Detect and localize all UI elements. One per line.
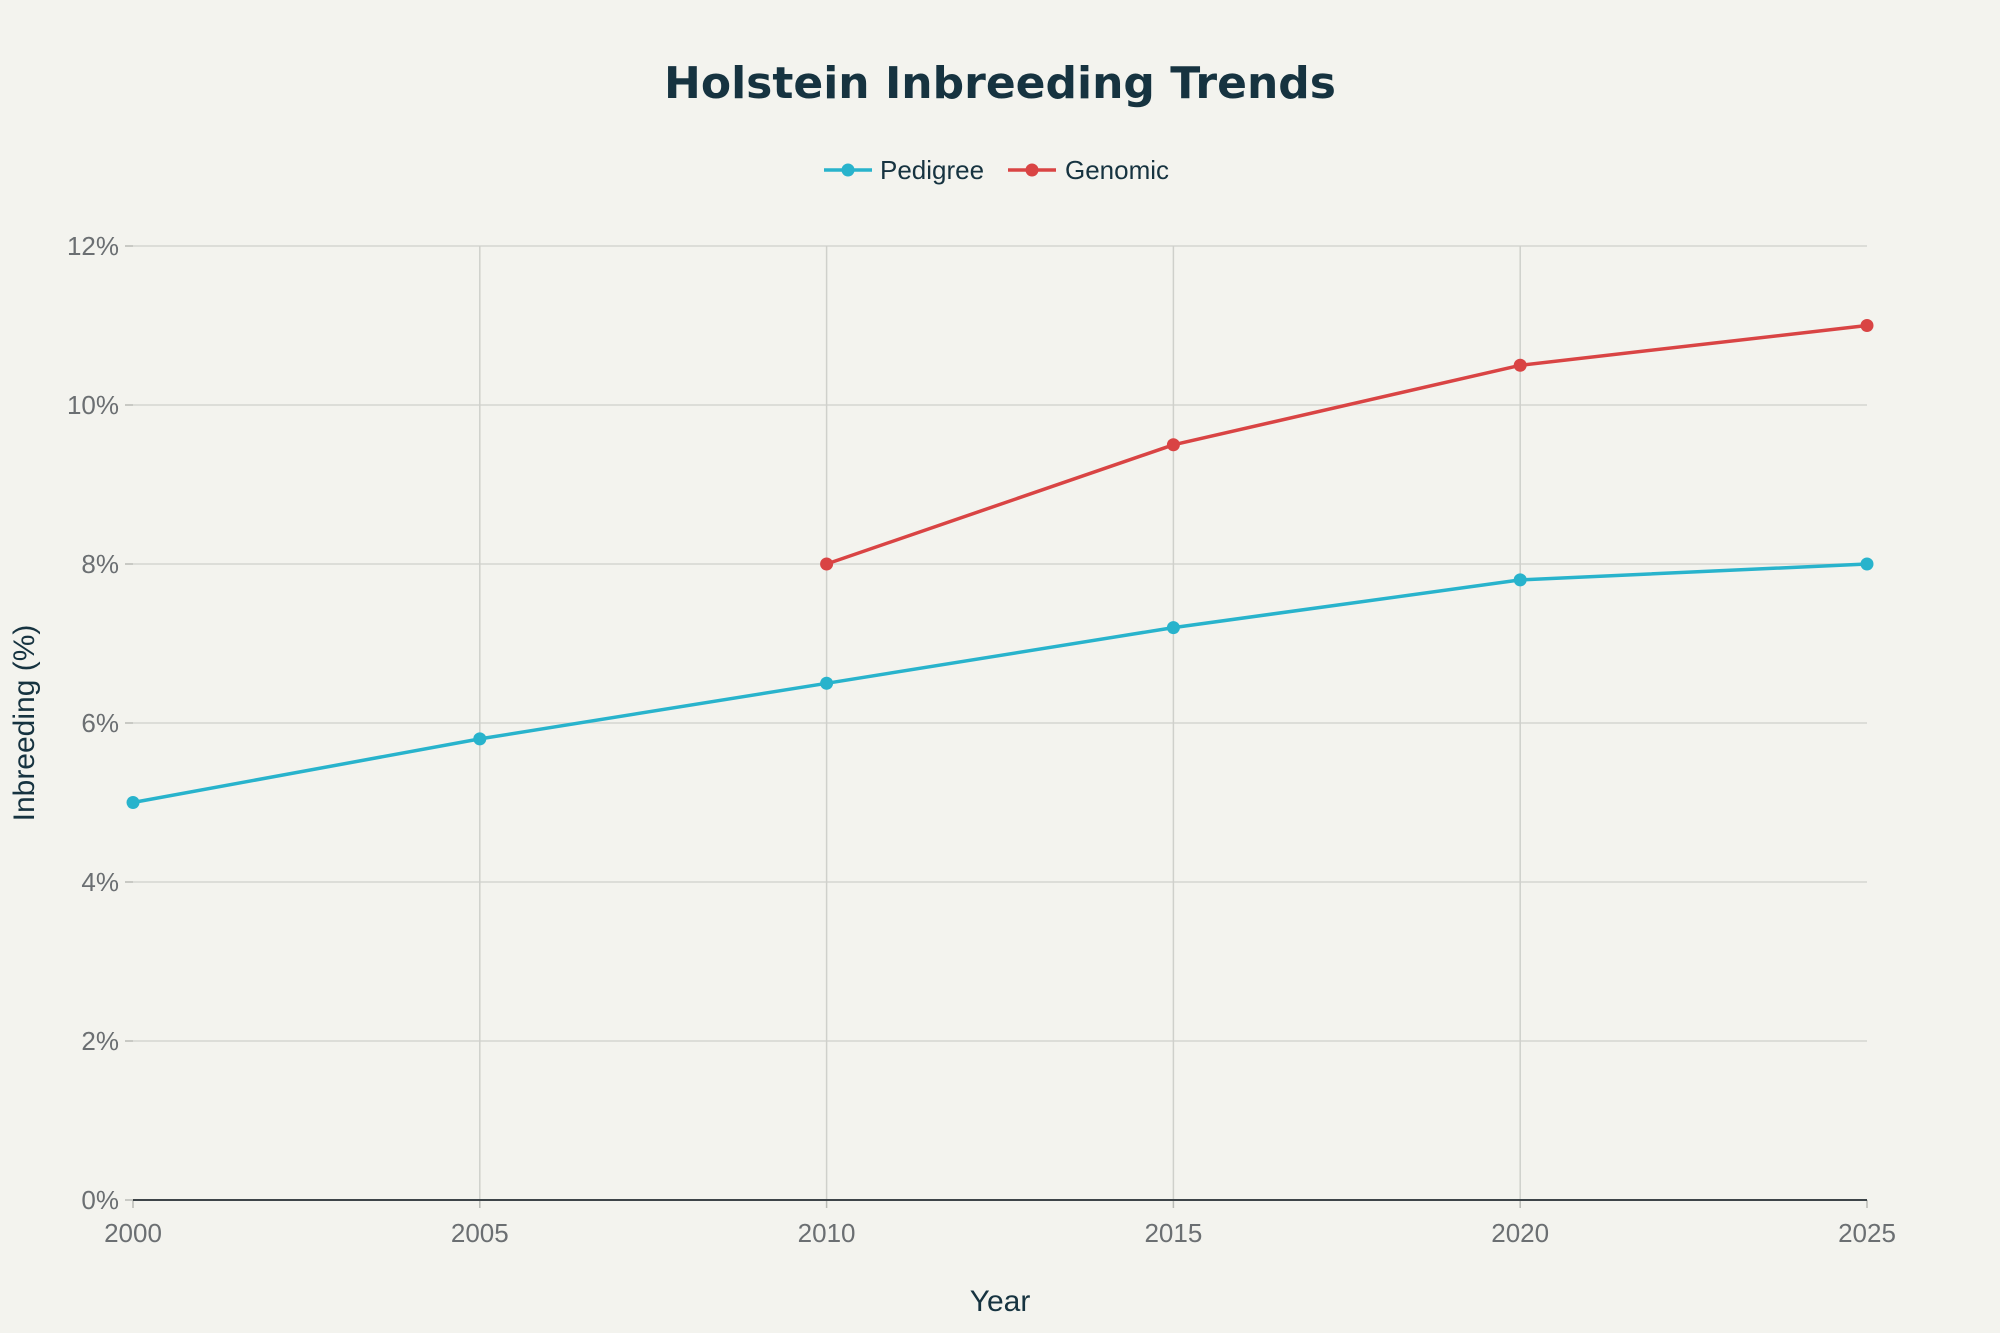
x-axis-title: Year <box>970 1285 1031 1318</box>
y-tick-label: 6% <box>81 708 119 738</box>
x-tick-label: 2010 <box>798 1218 856 1248</box>
pedigree-data-point[interactable] <box>1860 557 1874 571</box>
pedigree-data-point[interactable] <box>473 732 487 746</box>
pedigree-data-point[interactable] <box>820 676 834 690</box>
grid <box>133 245 1867 1200</box>
x-tick-label: 2020 <box>1491 1218 1549 1248</box>
x-tick-label: 2000 <box>104 1218 162 1248</box>
genomic-data-point[interactable] <box>820 557 834 571</box>
genomic-data-point[interactable] <box>1860 319 1874 332</box>
x-tick-label: 2005 <box>451 1218 509 1248</box>
x-tick-label: 2025 <box>1838 1218 1896 1248</box>
y-tick-label: 12% <box>67 231 119 261</box>
legend-swatch-marker <box>1025 163 1039 177</box>
legend-label: Genomic <box>1065 155 1169 185</box>
legend-item-pedigree[interactable]: Pedigree <box>824 155 984 185</box>
pedigree-data-point[interactable] <box>1513 573 1527 587</box>
chart-title: Holstein Inbreeding Trends <box>664 58 1336 109</box>
legend-item-genomic[interactable]: Genomic <box>1008 155 1169 185</box>
y-tick-label: 0% <box>81 1185 119 1215</box>
pedigree-data-point[interactable] <box>1166 621 1180 635</box>
y-tick-label: 10% <box>67 390 119 420</box>
axes: 0% 2% 4% 6% 8% 10% 12% 2000 2005 2010 2015 2020 2025 <box>67 231 1896 1248</box>
genomic-series-line <box>824 323 1869 566</box>
x-tick-label: 2015 <box>1144 1218 1202 1248</box>
legend-label: Pedigree <box>880 155 984 185</box>
genomic-data-point[interactable] <box>1166 438 1180 452</box>
legend: Pedigree Genomic <box>824 155 1169 185</box>
y-tick-label: 8% <box>81 549 119 579</box>
genomic-data-point[interactable] <box>1513 358 1527 372</box>
series-group <box>126 319 1874 809</box>
pedigree-series-line <box>131 562 1869 805</box>
pedigree-data-point[interactable] <box>126 796 140 809</box>
y-tick-label: 4% <box>81 867 119 897</box>
legend-swatch-marker <box>841 163 855 177</box>
y-axis-title: Inbreeding (%) <box>8 625 41 822</box>
y-tick-label: 2% <box>81 1026 119 1056</box>
